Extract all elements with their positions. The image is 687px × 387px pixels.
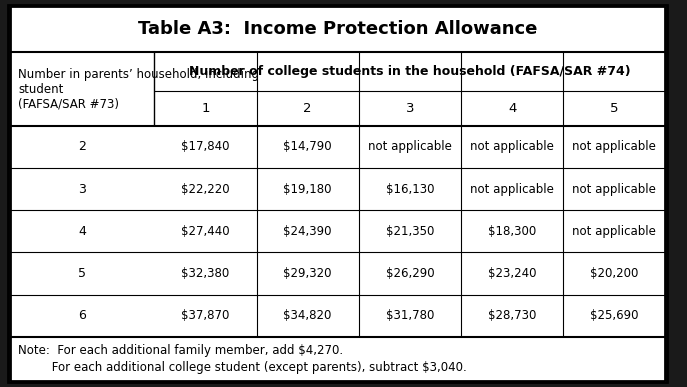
Text: Number in parents’ household, including
student
(FAFSA/SAR #73): Number in parents’ household, including …	[19, 67, 259, 111]
Text: Number of college students in the household (FAFSA/SAR #74): Number of college students in the househ…	[189, 65, 631, 78]
Text: $24,390: $24,390	[284, 225, 332, 238]
Text: 2: 2	[304, 102, 312, 115]
Text: 3: 3	[78, 183, 86, 195]
Text: $21,350: $21,350	[385, 225, 434, 238]
Text: $31,780: $31,780	[385, 309, 434, 322]
Text: $28,730: $28,730	[488, 309, 537, 322]
Text: For each additional college student (except parents), subtract $3,040.: For each additional college student (exc…	[19, 361, 467, 374]
Text: $19,180: $19,180	[284, 183, 332, 195]
Text: $14,790: $14,790	[283, 140, 332, 153]
Text: $22,220: $22,220	[181, 183, 229, 195]
Text: $17,840: $17,840	[181, 140, 229, 153]
Text: 4: 4	[508, 102, 517, 115]
Text: not applicable: not applicable	[572, 140, 656, 153]
Text: Note:  For each additional family member, add $4,270.: Note: For each additional family member,…	[19, 344, 343, 356]
Text: $23,240: $23,240	[488, 267, 537, 280]
Text: not applicable: not applicable	[368, 140, 452, 153]
Text: $29,320: $29,320	[284, 267, 332, 280]
Text: $34,820: $34,820	[284, 309, 332, 322]
Text: 1: 1	[201, 102, 210, 115]
Text: $18,300: $18,300	[488, 225, 537, 238]
Text: not applicable: not applicable	[470, 183, 554, 195]
Text: $16,130: $16,130	[385, 183, 434, 195]
Text: $25,690: $25,690	[590, 309, 639, 322]
Text: 4: 4	[78, 225, 86, 238]
Text: not applicable: not applicable	[572, 225, 656, 238]
Text: $27,440: $27,440	[181, 225, 229, 238]
Text: 3: 3	[405, 102, 414, 115]
Text: 5: 5	[610, 102, 618, 115]
Text: $37,870: $37,870	[181, 309, 229, 322]
Text: $32,380: $32,380	[181, 267, 229, 280]
Text: 2: 2	[78, 140, 86, 153]
Text: not applicable: not applicable	[470, 140, 554, 153]
Text: 6: 6	[78, 309, 86, 322]
FancyBboxPatch shape	[8, 5, 668, 382]
Text: 5: 5	[78, 267, 87, 280]
Text: $20,200: $20,200	[590, 267, 638, 280]
Text: $26,290: $26,290	[385, 267, 434, 280]
Text: not applicable: not applicable	[572, 183, 656, 195]
Text: Table A3:  Income Protection Allowance: Table A3: Income Protection Allowance	[138, 20, 537, 38]
